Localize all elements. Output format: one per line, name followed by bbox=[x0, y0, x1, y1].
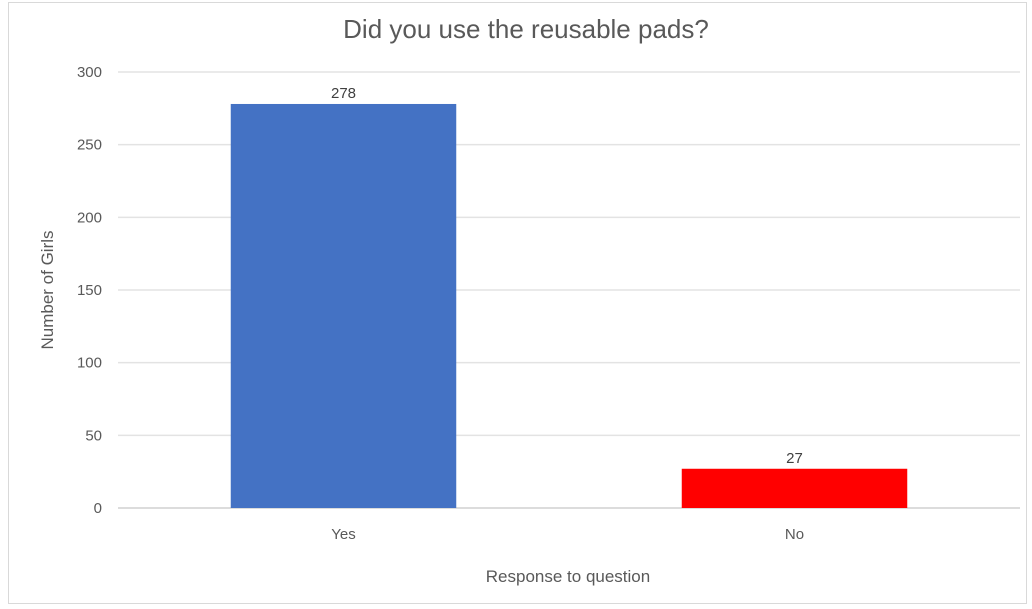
y-tick-label: 300 bbox=[77, 64, 102, 81]
x-axis-ticks: Yes No bbox=[331, 526, 804, 543]
y-axis-title: Number of Girls bbox=[38, 230, 57, 349]
bar-yes bbox=[230, 103, 457, 509]
y-tick-label: 150 bbox=[77, 282, 102, 299]
y-tick-label: 100 bbox=[77, 355, 102, 372]
data-label-yes: 278 bbox=[331, 85, 356, 102]
y-axis-ticks: 0 50 100 150 200 250 300 bbox=[77, 64, 102, 517]
y-tick-label: 200 bbox=[77, 209, 102, 226]
x-tick-label-yes: Yes bbox=[331, 526, 355, 543]
chart-title: Did you use the reusable pads? bbox=[343, 14, 709, 44]
x-axis-title: Response to question bbox=[486, 567, 650, 586]
x-tick-label-no: No bbox=[785, 526, 804, 543]
bar-no bbox=[681, 468, 908, 508]
y-tick-label: 50 bbox=[85, 427, 102, 444]
data-labels: 278 27 bbox=[331, 85, 803, 467]
y-tick-label: 0 bbox=[94, 500, 102, 517]
bars bbox=[230, 103, 908, 509]
y-tick-label: 250 bbox=[77, 137, 102, 154]
data-label-no: 27 bbox=[786, 450, 803, 467]
